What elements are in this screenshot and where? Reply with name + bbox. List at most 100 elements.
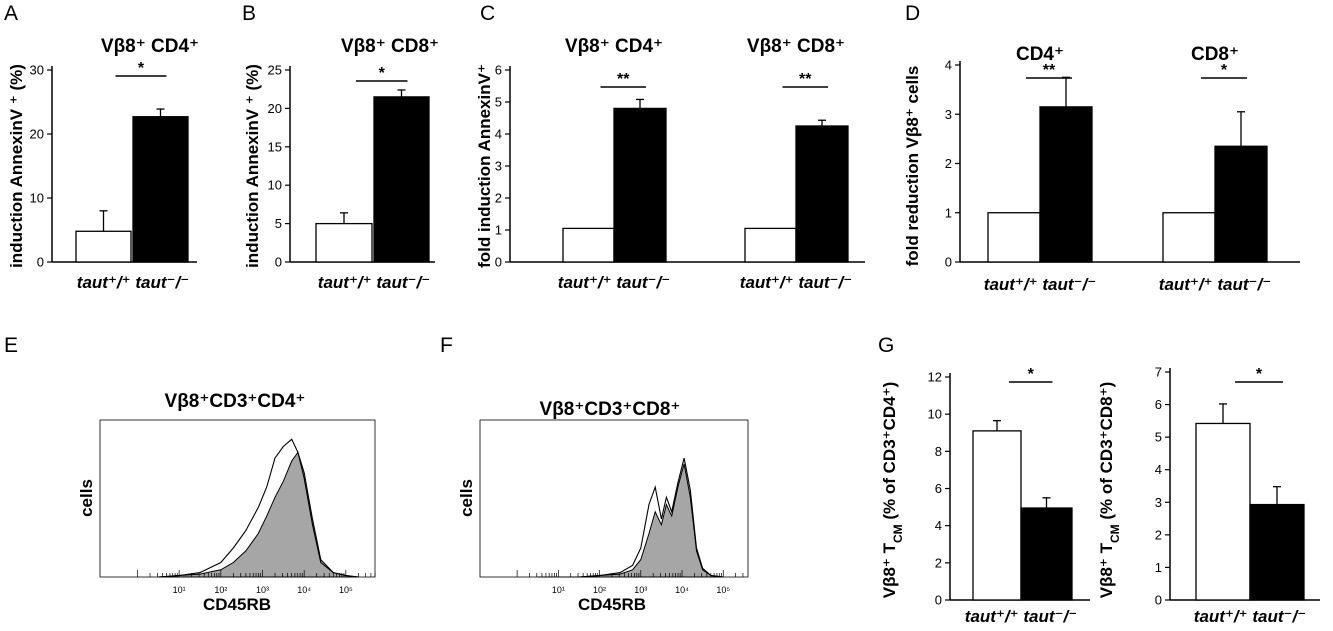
panel-title-left: CD4⁺ <box>1016 44 1064 65</box>
bar-2 <box>373 96 430 263</box>
y-tick-label: 5 <box>1155 430 1162 445</box>
bar-4 <box>1214 145 1268 263</box>
panel-letter: B <box>242 2 256 25</box>
panel-letter: A <box>4 2 18 25</box>
x-category-label: taut⁺/⁺ taut⁻/⁻ <box>77 273 189 292</box>
y-tick-label: 30 <box>30 63 44 78</box>
panel-e: E Vβ8⁺CD3⁺CD4⁺ cells CD45RB 10¹ 10² 10³ 10⁴ 10⁵ <box>4 334 376 614</box>
decade-label: 10¹ <box>173 585 186 595</box>
x-axis-label: CD45RB <box>578 595 646 614</box>
y-tick-label: 4 <box>495 127 502 142</box>
panel-title: Vβ8⁺CD3⁺CD8⁺ <box>540 399 681 420</box>
y-tick-label: 3 <box>1155 495 1162 510</box>
y-tick-label: 2 <box>495 191 502 206</box>
y-tick-label: 5 <box>495 95 502 110</box>
bar-3 <box>744 227 797 263</box>
panel-letter: F <box>440 334 453 357</box>
bar-2 <box>1039 106 1093 263</box>
decade-label: 10⁴ <box>675 585 689 595</box>
y-tick-label: 3 <box>495 159 502 174</box>
y-tick-label: 0 <box>935 593 942 608</box>
decade-label: 10⁵ <box>339 585 353 595</box>
x-category-label: taut⁺/⁺ taut⁻/⁻ <box>1194 607 1306 626</box>
panel-f: F Vβ8⁺CD3⁺CD8⁺ cells CD45RB 10¹ 10² 10³ 10⁴ 10⁵ <box>440 334 749 614</box>
y-tick-label: 1 <box>945 205 952 220</box>
bar-3 <box>1162 212 1216 263</box>
y-tick-label: 4 <box>1155 462 1162 477</box>
histogram-frame <box>479 419 749 578</box>
bar-2 <box>613 107 667 263</box>
bar-4 <box>795 125 849 263</box>
panel-title-left: Vβ8⁺ CD4⁺ <box>565 36 663 57</box>
y-axis-label: cells <box>77 479 96 517</box>
x-category-label: taut⁺/⁺ taut⁻/⁻ <box>318 273 430 292</box>
y-tick-label: 5 <box>275 216 282 231</box>
panel-letter: G <box>878 334 894 357</box>
decade-label: 10² <box>593 585 606 595</box>
significance-mark: * <box>1028 366 1035 383</box>
decade-label: 10¹ <box>552 585 565 595</box>
y-tick-label: 0 <box>1155 593 1162 608</box>
significance-mark: * <box>379 65 386 82</box>
y-tick-label: 1 <box>495 223 502 238</box>
y-tick-label: 0 <box>37 255 44 270</box>
y-tick-label: 0 <box>945 255 952 270</box>
panel-c: C Vβ8⁺ CD4⁺ Vβ8⁺ CD8⁺ fold induction Annexi… <box>475 2 865 292</box>
significance-mark: ** <box>617 71 630 88</box>
bar-2 <box>1020 507 1073 601</box>
panel-g2: Vβ8⁺ TCM (% of CD3⁺CD8⁺) 0 1 2 3 4 5 6 7 * taut⁺/⁺… <box>1097 365 1320 626</box>
x-category-label-left: taut⁺/⁺ taut⁻/⁻ <box>558 273 670 292</box>
y-tick-label: 2 <box>1155 527 1162 542</box>
y-label-main: Vβ8⁺ T <box>880 542 899 598</box>
bar-1 <box>987 212 1041 263</box>
decade-label: 10⁴ <box>297 585 311 595</box>
significance-mark: * <box>1221 62 1228 79</box>
significance-mark: * <box>1256 366 1263 383</box>
panel-g1: G Vβ8⁺ TCM (% of CD3⁺CD4⁺) 0 2 4 6 8 10 12 * taut⁺… <box>878 334 1090 626</box>
y-axis-label: induction AnnexinV ⁺ (%) <box>243 64 262 268</box>
y-tick-label: 12 <box>928 370 942 385</box>
x-category-label: taut⁺/⁺ taut⁻/⁻ <box>965 607 1077 626</box>
y-tick-label: 7 <box>1155 365 1162 380</box>
bar-1 <box>315 222 373 263</box>
panel-title: Vβ8⁺CD3⁺CD4⁺ <box>165 391 306 412</box>
histogram-outline <box>158 438 359 578</box>
panel-a: A Vβ8⁺ CD4⁺ induction AnnexinV ⁺ (%) 0 10 20 3… <box>4 2 199 292</box>
significance-mark: ** <box>799 71 812 88</box>
y-tick-label: 4 <box>945 58 952 73</box>
x-category-label-right: taut⁺/⁺ taut⁻/⁻ <box>740 273 852 292</box>
y-tick-label: 0 <box>495 255 502 270</box>
y-tick-label: 0 <box>275 255 282 270</box>
bar-2 <box>132 116 189 263</box>
panel-title: Vβ8⁺ CD4⁺ <box>101 36 199 57</box>
decade-label: 10³ <box>256 585 269 595</box>
y-label-rest: (% of CD3⁺CD4⁺) <box>880 382 899 525</box>
y-tick-label: 2 <box>945 156 952 171</box>
y-tick-label: 6 <box>495 63 502 78</box>
decade-label: 10⁵ <box>716 585 730 595</box>
decade-label: 10³ <box>634 585 647 595</box>
x-category-label-left: taut⁺/⁺ taut⁻/⁻ <box>984 275 1096 294</box>
panel-letter: D <box>905 2 920 25</box>
bar-2 <box>1249 503 1305 601</box>
y-tick-label: 10 <box>268 178 282 193</box>
panel-letter: C <box>480 2 495 25</box>
panel-title-right: CD8⁺ <box>1191 44 1239 65</box>
y-axis-label: Vβ8⁺ TCM (% of CD3⁺CD4⁺) <box>880 382 905 599</box>
panel-title-right: Vβ8⁺ CD8⁺ <box>747 36 845 57</box>
decade-label: 10² <box>214 585 227 595</box>
y-tick-label: 10 <box>30 191 44 206</box>
y-tick-label: 3 <box>945 107 952 122</box>
y-axis-label: fold reduction Vβ8⁺ cells <box>903 66 922 267</box>
histogram-frame <box>99 419 376 578</box>
panel-d: D CD4⁺ CD8⁺ fold reduction Vβ8⁺ cells 0 1 2 3 4 *… <box>903 2 1300 294</box>
bar-1 <box>1195 422 1251 601</box>
x-category-label-right: taut⁺/⁺ taut⁻/⁻ <box>1159 275 1271 294</box>
y-tick-label: 6 <box>935 481 942 496</box>
y-tick-label: 15 <box>268 139 282 154</box>
y-tick-label: 4 <box>935 518 942 533</box>
y-label-sub: CM <box>891 524 905 543</box>
y-label-sub: CM <box>1108 524 1122 543</box>
bar-1 <box>562 227 615 263</box>
